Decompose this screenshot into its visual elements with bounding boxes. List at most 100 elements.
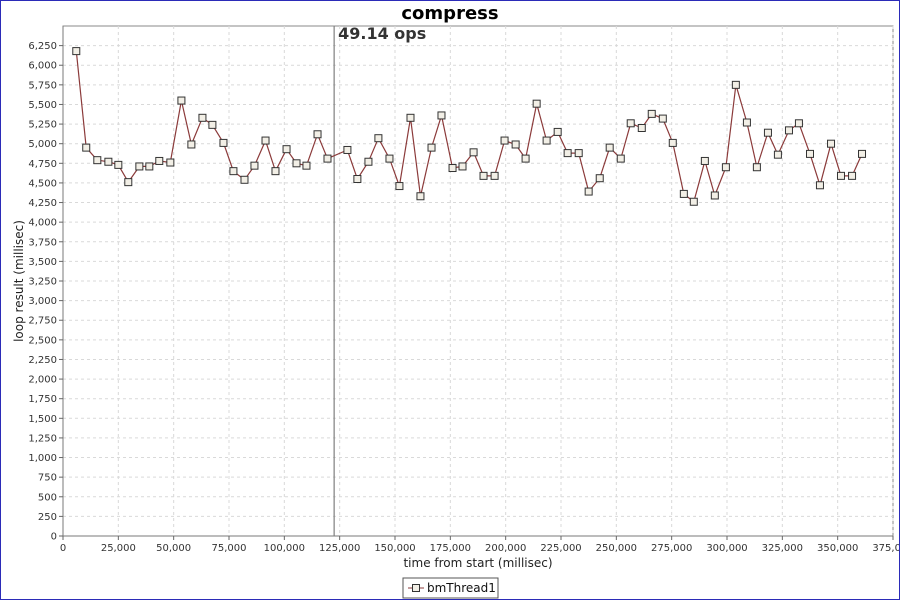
y-tick-label: 3,000 [28, 296, 57, 307]
y-tick-label: 4,750 [28, 159, 57, 170]
data-point [584, 187, 593, 196]
data-point [848, 171, 857, 180]
data-point [542, 136, 551, 145]
data-point [511, 140, 520, 149]
data-point [135, 162, 144, 171]
data-point [637, 124, 646, 132]
series-bmThread1 [72, 47, 867, 206]
data-point [187, 140, 196, 149]
legend-entry-bmThread1: bmThread1 [427, 581, 496, 595]
y-tick-label: 250 [38, 512, 57, 523]
data-point [124, 178, 133, 187]
data-point [710, 191, 719, 200]
data-point [72, 47, 81, 56]
y-tick-label: 2,750 [28, 316, 57, 327]
data-point [815, 181, 824, 190]
data-point [700, 156, 709, 165]
data-point [385, 154, 394, 163]
data-point [145, 162, 154, 171]
x-tick-label: 300,000 [706, 543, 747, 554]
data-point [250, 161, 259, 170]
data-point [794, 119, 803, 128]
y-tick-label: 0 [51, 532, 57, 543]
y-tick-label: 4,250 [28, 198, 57, 209]
data-point [658, 114, 667, 123]
x-tick-label: 150,000 [374, 543, 415, 554]
x-tick-label: 225,000 [540, 543, 581, 554]
y-tick-label: 3,500 [28, 257, 57, 268]
data-point [836, 171, 845, 180]
data-point [240, 175, 249, 184]
data-point [469, 148, 478, 157]
legend-box [402, 577, 499, 599]
x-tick-label: 125,000 [319, 543, 360, 554]
data-point [282, 145, 291, 154]
data-point [374, 134, 383, 143]
data-point [343, 145, 352, 154]
x-tick-label: 375,000 [872, 543, 899, 554]
y-tick-label: 6,000 [28, 61, 57, 72]
data-point [104, 157, 113, 166]
data-point [668, 138, 677, 147]
data-point [198, 113, 207, 122]
data-point [532, 99, 541, 108]
data-point [563, 149, 572, 158]
data-point [353, 175, 362, 183]
data-point [763, 128, 772, 137]
data-point [155, 156, 164, 165]
data-point [553, 127, 562, 136]
x-tick-label: 350,000 [817, 543, 858, 554]
data-point [302, 161, 311, 170]
x-tick-label: 325,000 [762, 543, 803, 554]
data-point [479, 171, 488, 180]
marker-line-group: 49.14 ops [333, 24, 426, 536]
x-axis-label: time from start (millisec) [403, 556, 552, 570]
x-tick-label: 25,000 [101, 543, 136, 554]
x-tick-label: 175,000 [430, 543, 471, 554]
data-point [114, 160, 123, 169]
data-point [292, 159, 301, 168]
data-point [323, 154, 332, 163]
data-point [721, 163, 730, 172]
data-point [647, 109, 656, 118]
data-point [219, 138, 228, 147]
data-point [166, 158, 175, 167]
data-point [784, 126, 793, 135]
data-point [806, 149, 814, 158]
x-tick-label: 250,000 [596, 543, 637, 554]
y-tick-label: 2,500 [28, 335, 57, 346]
data-point [395, 182, 404, 191]
data-point [679, 189, 688, 198]
data-point [82, 143, 91, 152]
y-tick-label: 750 [38, 473, 57, 484]
x-tick-label: 200,000 [485, 543, 526, 554]
data-point [208, 120, 217, 129]
y-tick-label: 500 [38, 492, 57, 503]
x-tick-label: 100,000 [264, 543, 305, 554]
y-tick-label: 1,250 [28, 433, 57, 444]
data-point [364, 157, 373, 166]
data-point [827, 139, 836, 148]
data-point [458, 162, 467, 171]
data-point [858, 149, 867, 158]
y-tick-label: 5,500 [28, 100, 57, 111]
data-point [416, 192, 425, 201]
data-point [313, 130, 322, 139]
x-tick-label: 0 [60, 543, 66, 554]
data-point [406, 113, 415, 122]
data-point [574, 149, 583, 158]
y-tick-label: 5,750 [28, 80, 57, 91]
data-point [427, 143, 436, 152]
y-tick-label: 5,000 [28, 139, 57, 150]
data-point [271, 167, 280, 176]
data-point [742, 118, 751, 127]
data-point [626, 119, 635, 128]
data-point [437, 111, 446, 120]
y-tick-label: 1,500 [28, 414, 57, 425]
data-point [616, 154, 625, 163]
x-axis-ticks: 0 25,000 50,000 75,000 100,000 125,000 150,000… [60, 536, 900, 554]
x-tick-label: 275,000 [651, 543, 692, 554]
data-point [521, 154, 530, 163]
marker-label: 49.14 ops [338, 24, 426, 43]
y-tick-label: 2,250 [28, 355, 57, 366]
